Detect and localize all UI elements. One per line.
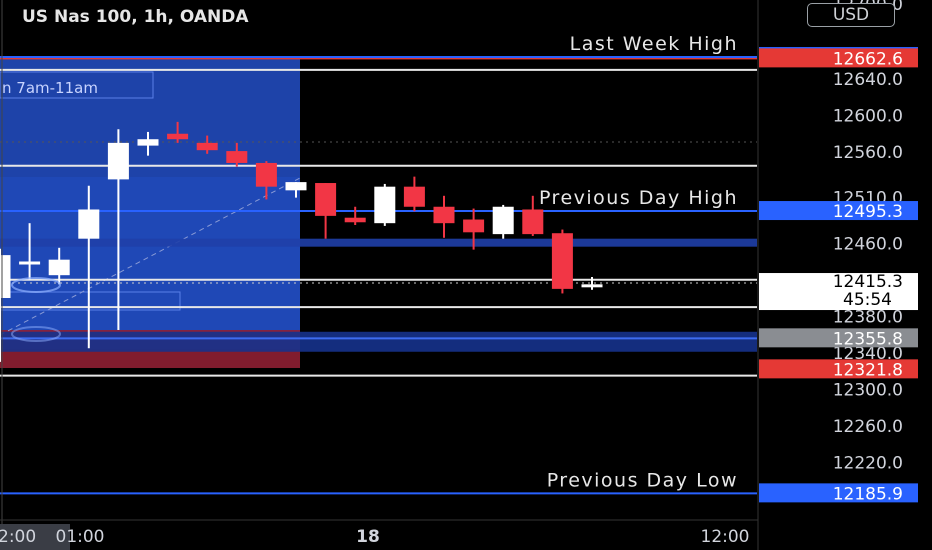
price-badge: [759, 359, 918, 379]
axis-tick-label: 12380.0: [833, 307, 903, 327]
current-price-badge: [759, 273, 918, 311]
level-label-0: Last Week High: [570, 33, 738, 55]
price-badge: [759, 48, 918, 68]
candle-body: [255, 162, 277, 187]
price-badge-label: 12355.8: [833, 329, 903, 349]
axis-tick-label: 12640.0: [833, 70, 903, 90]
price-badge-label: 12185.9: [833, 484, 903, 504]
demand-zone: [0, 238, 757, 247]
candle-body: [196, 142, 218, 151]
projection-line: [0, 177, 301, 336]
candles-layer: [0, 121, 603, 362]
time-label-2: 01:00: [56, 527, 105, 547]
axis-tick-label: 12220.0: [833, 453, 903, 473]
price-badge: [759, 483, 918, 503]
axis-tick-label: 12460.0: [833, 234, 903, 254]
countdown-label: 45:54: [843, 290, 892, 310]
axis-tick-label: 12300.0: [833, 380, 903, 400]
candle-body: [167, 133, 189, 140]
candle-body: [374, 186, 396, 224]
candle-body: [522, 209, 544, 235]
time-label-4: 12:00: [701, 527, 750, 547]
price-badge-label: 12321.8: [833, 360, 903, 380]
candle-body: [107, 142, 129, 180]
price-badge-label: 12495.3: [833, 202, 903, 222]
support-zone: [0, 331, 757, 352]
axis-tick-label: 12260.0: [833, 417, 903, 437]
candle-body: [19, 261, 41, 265]
candle-body: [463, 219, 485, 233]
time-label-3: 18: [356, 527, 380, 547]
price-badge: [759, 201, 918, 221]
time-label-1: 2:00: [0, 527, 36, 547]
level-label-2: Previous Day Low: [547, 469, 738, 491]
current-price-label: 12415.3: [833, 272, 903, 292]
candle-body: [315, 183, 337, 216]
candle-body: [433, 206, 455, 224]
candle-body: [78, 209, 100, 239]
candle-body: [0, 255, 11, 298]
axis-tick-label: 12600.0: [833, 107, 903, 127]
candle-body: [492, 206, 514, 235]
price-badge-label: 12662.6: [833, 49, 903, 69]
candle-body: [581, 284, 603, 288]
price-axis[interactable]: 12700.012640.012600.012560.012510.012460…: [759, 0, 932, 550]
axis-tick-label: 12340.0: [833, 344, 903, 364]
candle-body: [344, 217, 366, 223]
axis-tick-label: 12560.0: [833, 143, 903, 163]
session-box-top: [0, 57, 300, 177]
candle-body: [226, 151, 248, 163]
time-axis-highlight: [0, 524, 70, 550]
candle-body: [551, 233, 573, 289]
symbol-title: US Nas 100, 1h, OANDA: [22, 7, 249, 27]
logo-watermark: [11, 277, 61, 293]
currency-button[interactable]: USD: [807, 3, 895, 27]
candle-body: [137, 139, 159, 146]
candle-body: [285, 182, 307, 191]
price-badge: [759, 328, 918, 348]
session-label-box: [0, 71, 154, 99]
session-inner-box: [0, 291, 181, 311]
session-label: n 7am-11am: [2, 79, 98, 97]
level-label-1: Previous Day High: [539, 187, 738, 209]
candle-body: [48, 259, 70, 276]
candle-body: [403, 186, 425, 207]
logo-watermark-2: [11, 326, 61, 342]
